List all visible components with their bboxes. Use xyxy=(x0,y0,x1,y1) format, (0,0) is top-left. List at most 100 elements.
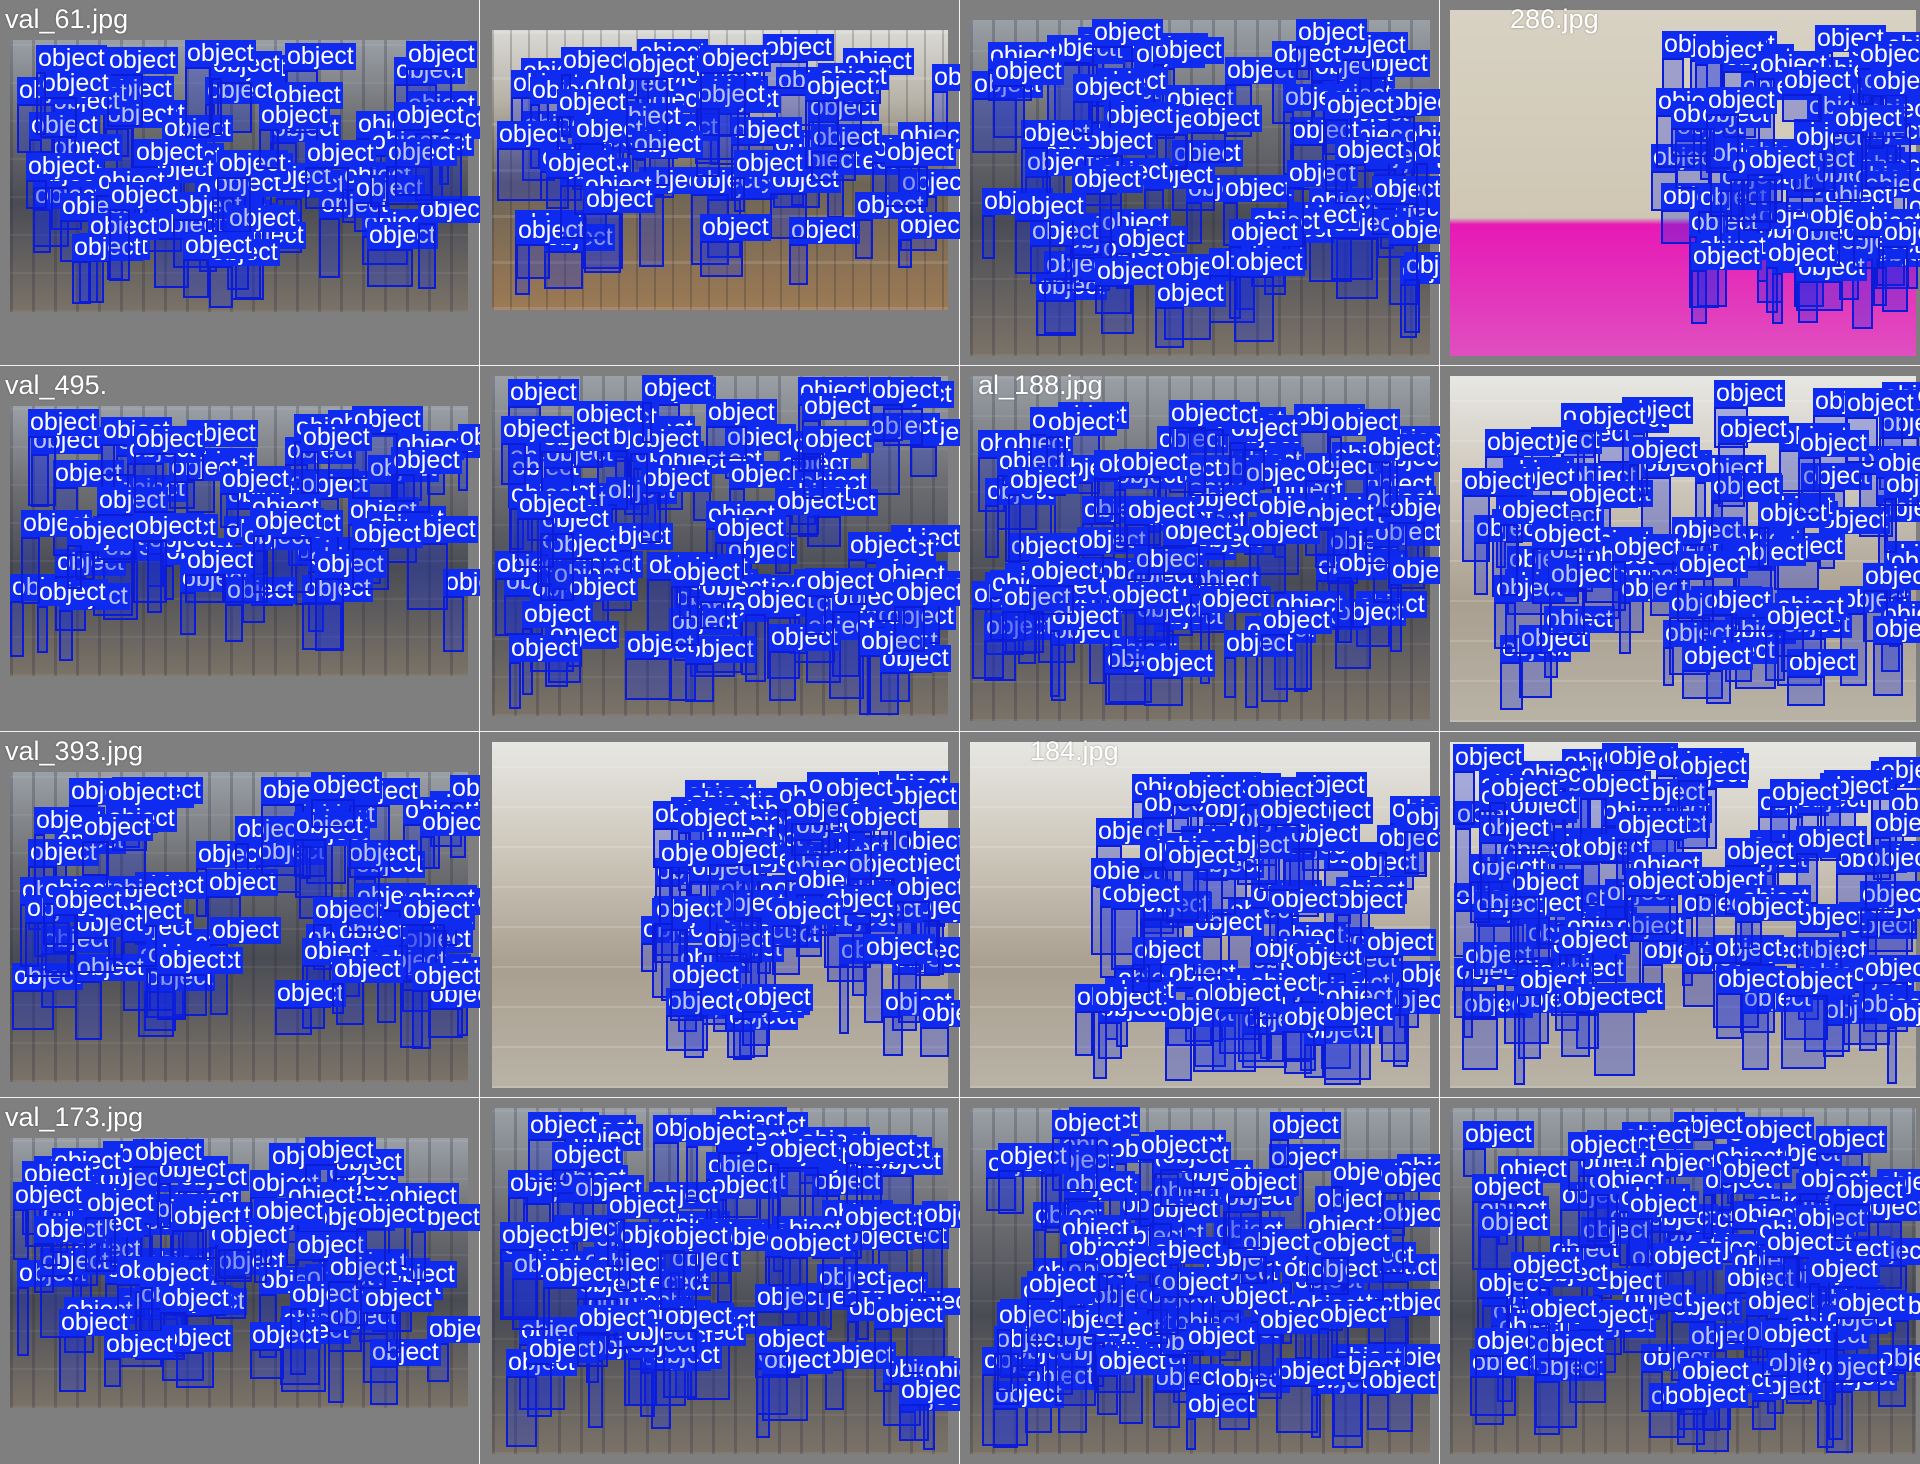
detection-box: object xyxy=(332,956,403,1014)
detection-label: object xyxy=(1249,517,1320,544)
detection-label: object xyxy=(671,559,742,586)
detection-label: object xyxy=(670,962,741,989)
mosaic-tile: objectobjectobjectobjectobjectobjectobje… xyxy=(0,1097,481,1464)
detection-box: object xyxy=(898,212,960,268)
detection-label: object xyxy=(709,837,780,864)
tile-label: val_495. xyxy=(5,369,107,401)
tile-label: val_61.jpg xyxy=(5,3,128,35)
detection-box: object xyxy=(1758,500,1829,570)
detection-box: object xyxy=(17,1260,88,1356)
detection-box: object xyxy=(1332,1353,1403,1448)
detection-box: object xyxy=(1532,521,1603,604)
detection-label: object xyxy=(805,73,876,100)
tile-label: al_188.jpg xyxy=(978,369,1103,401)
detection-label: object xyxy=(552,1142,623,1169)
detection-label: object xyxy=(1809,1256,1880,1283)
detection-label: object xyxy=(1334,887,1405,914)
detection-label: object xyxy=(870,377,941,404)
detection-box: object xyxy=(1462,468,1533,562)
detection-box: object xyxy=(1321,1230,1392,1295)
detection-label: object xyxy=(843,1204,914,1231)
detection-box: object xyxy=(1152,1237,1223,1335)
detection-box: object xyxy=(407,516,478,610)
detection-box: object xyxy=(1561,984,1632,1057)
detection-label: object xyxy=(772,898,843,925)
detection-label: object xyxy=(894,579,960,606)
detection-box: object xyxy=(183,232,254,298)
detection-label: object xyxy=(443,569,480,596)
detection-box: object xyxy=(211,51,282,135)
detection-label: object xyxy=(1677,551,1748,578)
detection-box: object xyxy=(1126,497,1197,581)
detection-box: object xyxy=(328,1254,399,1352)
detection-label: object xyxy=(53,887,124,914)
detection-label: object xyxy=(1315,1186,1386,1213)
detection-box: object xyxy=(1270,1112,1341,1168)
detection-box: object xyxy=(982,188,1053,259)
detection-box: object xyxy=(1677,1381,1748,1445)
detection-box: object xyxy=(772,898,843,975)
detection-box: object xyxy=(1331,210,1402,280)
detection-box: object xyxy=(354,175,425,232)
detection-box: object xyxy=(768,1136,839,1235)
detection-box: object xyxy=(541,424,612,495)
detection-label: object xyxy=(1721,1156,1792,1183)
detection-box: object xyxy=(691,167,762,265)
detection-label: object xyxy=(874,1301,945,1328)
detection-label: object xyxy=(1735,894,1806,921)
detection-box: object xyxy=(26,153,97,209)
mosaic-tile: objectobjectobjectobjectobjectobjectobje… xyxy=(1439,731,1920,1099)
detection-box: object xyxy=(253,508,324,593)
detection-box: object xyxy=(412,963,480,1049)
detection-box: object xyxy=(1261,607,1332,702)
detection-box: object xyxy=(1249,517,1320,594)
detection-box: object xyxy=(311,772,382,828)
detection-box: object xyxy=(1335,137,1406,204)
detection-box: object xyxy=(1015,193,1086,274)
detection-label: object xyxy=(185,547,256,574)
detection-box: object xyxy=(1641,1344,1712,1412)
detection-label: object xyxy=(1390,557,1440,584)
tile-label: val_393.jpg xyxy=(5,735,143,767)
detection-label: object xyxy=(501,416,572,443)
detection-box: object xyxy=(497,121,568,201)
detection-box: object xyxy=(756,1326,827,1415)
detection-box: object xyxy=(1892,1293,1920,1371)
detection-label: object xyxy=(1561,984,1632,1011)
detection-box: object xyxy=(305,140,376,209)
detection-box: object xyxy=(1784,968,1855,1040)
tile-label: 286.jpg xyxy=(1510,3,1599,35)
detection-box: object xyxy=(516,217,587,279)
detection-label: object xyxy=(311,772,382,799)
detection-box: object xyxy=(220,466,291,528)
detection-box: object xyxy=(770,166,841,239)
mosaic-tile: objectobjectobjectobjectobjectobjectobje… xyxy=(479,731,961,1099)
detection-label: object xyxy=(641,465,712,492)
detection-label: object xyxy=(864,934,935,961)
detection-label: object xyxy=(1015,193,1086,220)
detection-box: object xyxy=(832,584,903,677)
detection-label: object xyxy=(412,963,480,990)
detection-box: object xyxy=(686,1119,757,1202)
detection-label: object xyxy=(352,521,423,548)
detections: objectobjectobjectobjectobjectobjectobje… xyxy=(480,0,960,366)
detection-box: object xyxy=(1683,945,1754,1007)
detection-box: object xyxy=(1153,1364,1224,1428)
detection-box: object xyxy=(21,510,92,604)
detection-label: object xyxy=(1871,68,1920,95)
detections: objectobjectobjectobjectobjectobjectobje… xyxy=(960,0,1440,366)
detection-box: object xyxy=(855,192,926,259)
detection-box: object xyxy=(546,150,617,209)
detection-box: object xyxy=(1787,649,1858,706)
detection-box: object xyxy=(1139,1132,1210,1227)
detection-label: object xyxy=(1463,1121,1534,1148)
detection-box: object xyxy=(1568,1132,1639,1191)
detection-box: object xyxy=(1093,984,1164,1079)
detection-box: object xyxy=(1055,1307,1126,1406)
detection-box: object xyxy=(1186,1323,1257,1385)
detection-box: object xyxy=(509,635,580,709)
detection-box: object xyxy=(13,1182,84,1260)
detection-box: object xyxy=(1594,983,1665,1076)
